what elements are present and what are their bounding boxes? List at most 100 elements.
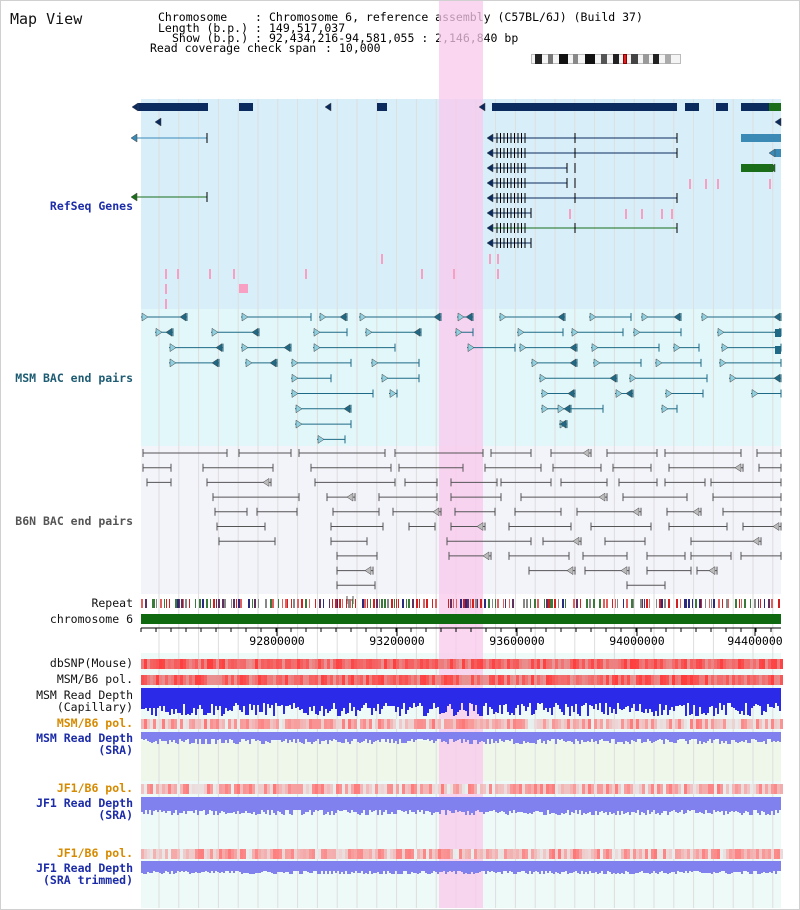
- coverage-bar: [377, 797, 379, 815]
- coverage-bar: [497, 732, 499, 743]
- snp-density-cell: [147, 659, 150, 669]
- polymorphism-cell: [153, 784, 156, 794]
- coverage-bar: [643, 688, 645, 713]
- polymorphism-cell: [306, 784, 309, 794]
- coverage-bar: [177, 688, 179, 713]
- coverage-bar: [163, 732, 165, 741]
- chromosome-ideogram[interactable]: [531, 54, 681, 64]
- repeat-element: [617, 599, 618, 608]
- coverage-bar: [393, 732, 395, 743]
- polymorphism-cell: [438, 849, 441, 859]
- polymorphism-cell: [336, 719, 339, 729]
- bac-end-marker: [215, 343, 223, 353]
- coverage-bar: [411, 688, 413, 708]
- coverage-bar: [359, 797, 361, 815]
- coverage-bar: [573, 861, 575, 872]
- snp-density-cell: [498, 659, 501, 669]
- repeat-element: [768, 599, 770, 608]
- snp-density-cell: [657, 659, 660, 669]
- polymorphism-cell: [237, 719, 240, 729]
- polymorphism-cell: [441, 675, 444, 685]
- bac-end-marker: [773, 312, 781, 322]
- polymorphism-cell: [465, 784, 468, 794]
- polymorphism-cell: [444, 849, 447, 859]
- bac-end-marker: [673, 343, 681, 353]
- polymorphism-cell: [585, 784, 588, 794]
- repeat-element: [319, 599, 321, 608]
- polymorphism-cell: [495, 849, 498, 859]
- coverage-bar: [635, 732, 637, 742]
- coverage-bar: [409, 861, 411, 874]
- coverage-bar: [609, 688, 611, 707]
- snp-density-cell: [684, 659, 687, 669]
- coverage-bar: [685, 732, 687, 741]
- coverage-bar: [217, 797, 219, 815]
- polymorphism-cell: [366, 784, 369, 794]
- coverage-bar: [365, 861, 367, 873]
- snp-density-cell: [762, 659, 765, 669]
- ideogram-band: [535, 54, 542, 64]
- snp-density-cell: [504, 659, 507, 669]
- coverage-bar: [699, 861, 701, 872]
- coverage-bar: [755, 861, 757, 871]
- coverage-bar: [325, 732, 327, 740]
- snp-density-cell: [177, 659, 180, 669]
- coverage-bar: [755, 688, 757, 704]
- snp-density-cell: [717, 659, 720, 669]
- polymorphism-cell: [774, 719, 777, 729]
- polymorphism-cell: [447, 719, 450, 729]
- polymorphism-cell: [501, 849, 504, 859]
- polymorphism-cell: [318, 849, 321, 859]
- coverage-bar: [615, 861, 617, 874]
- coverage-bar: [737, 861, 739, 872]
- bac-end-marker: [251, 327, 259, 337]
- polymorphism-cell: [663, 784, 666, 794]
- bac-end-marker: [295, 404, 303, 414]
- coverage-bar: [485, 688, 487, 703]
- snp-density-cell: [663, 659, 666, 669]
- coverage-bar: [545, 732, 547, 744]
- coverage-bar: [407, 688, 409, 710]
- coverage-bar: [723, 797, 725, 815]
- coverage-bar: [239, 688, 241, 710]
- polymorphism-cell: [363, 719, 366, 729]
- coverage-bar: [173, 732, 175, 740]
- repeat-element: [448, 599, 449, 608]
- polymorphism-cell: [378, 784, 381, 794]
- coverage-bar: [431, 732, 433, 740]
- polymorphism-cell: [516, 719, 519, 729]
- track-label-msm-read-depth-sra: MSM Read Depth (SRA): [36, 732, 133, 756]
- polymorphism-cell: [744, 849, 747, 859]
- coverage-bar: [603, 797, 605, 813]
- polymorphism-cell: [237, 784, 240, 794]
- polymorphism-cell: [183, 784, 186, 794]
- bac-end-marker: [593, 358, 601, 368]
- coverage-bar: [455, 732, 457, 741]
- snp-density-cell: [321, 659, 324, 669]
- coverage-bar: [153, 732, 155, 742]
- snp-density-cell: [486, 659, 489, 669]
- coverage-bar: [383, 732, 385, 739]
- polymorphism-cell: [591, 719, 594, 729]
- polymorphism-cell: [180, 675, 183, 685]
- polymorphism-cell: [555, 849, 558, 859]
- polymorphism-cell: [681, 784, 684, 794]
- polymorphism-cell: [297, 849, 300, 859]
- coverage-bar: [149, 688, 151, 708]
- repeat-element: [463, 599, 465, 608]
- coverage-bar: [299, 732, 301, 742]
- coverage-bar: [467, 861, 469, 874]
- coverage-bar: [371, 688, 373, 715]
- polymorphism-cell: [357, 675, 360, 685]
- polymorphism-cell: [717, 719, 720, 729]
- coverage-bar: [249, 688, 251, 704]
- repeat-element: [467, 599, 469, 608]
- polymorphism-cell: [291, 849, 294, 859]
- coverage-bar: [459, 688, 461, 710]
- polymorphism-cell: [381, 675, 384, 685]
- polymorphism-cell: [729, 849, 732, 859]
- polymorphism-cell: [366, 849, 369, 859]
- coverage-bar: [205, 797, 207, 815]
- polymorphism-cell: [330, 719, 333, 729]
